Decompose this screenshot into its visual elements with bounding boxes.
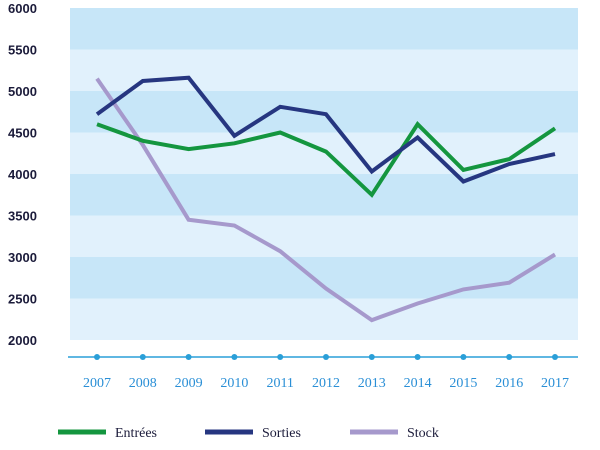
x-axis-marker <box>94 354 100 360</box>
x-axis-marker <box>323 354 329 360</box>
x-tick-label: 2009 <box>175 376 203 391</box>
x-axis-marker <box>368 354 375 360</box>
legend-label-stock: Stock <box>407 426 439 441</box>
y-tick-label: 4500 <box>8 126 37 141</box>
y-tick-label: 4000 <box>8 167 37 182</box>
x-axis-marker <box>506 354 513 360</box>
x-axis-marker <box>277 354 284 360</box>
grid-band <box>70 49 578 91</box>
y-tick-label: 3000 <box>8 250 37 265</box>
x-tick-label: 2013 <box>358 376 386 391</box>
x-tick-label: 2016 <box>495 376 523 391</box>
x-tick-label: 2008 <box>129 376 157 391</box>
x-tick-label: 2012 <box>312 376 340 391</box>
x-tick-label: 2015 <box>449 376 477 391</box>
series-line-sorties <box>95 75 556 184</box>
grid-band <box>70 91 578 133</box>
legend-label-sorties: Sorties <box>262 426 301 441</box>
grid-band <box>70 298 578 340</box>
x-axis-marker <box>231 354 238 360</box>
legend-item-sorties: Sorties <box>205 426 301 441</box>
x-tick-label: 2011 <box>266 376 293 391</box>
x-tick-label: 2010 <box>220 376 248 391</box>
y-tick-label: 6000 <box>8 1 37 16</box>
grid-band <box>70 8 578 50</box>
y-tick-label: 5000 <box>8 84 37 99</box>
grid-band <box>70 174 578 216</box>
y-axis-ticks: 2000 2500 3000 3500 4000 4500 5000 5500 6000 <box>8 1 37 348</box>
x-tick-label: 2007 <box>83 376 111 391</box>
y-tick-label: 3500 <box>8 209 37 224</box>
grid-band <box>70 257 578 299</box>
y-tick-label: 2000 <box>8 333 37 348</box>
grid-band <box>70 215 578 257</box>
x-axis-marker <box>414 354 421 360</box>
legend-label-entrees: Entrées <box>115 426 157 441</box>
chart-background-bands <box>70 8 578 340</box>
x-tick-label: 2017 <box>541 376 569 391</box>
x-axis-markers <box>94 354 558 360</box>
x-axis-marker <box>460 354 467 360</box>
legend: Entrées Sorties Stock <box>58 426 439 441</box>
x-tick-label: 2014 <box>404 376 432 391</box>
legend-item-stock: Stock <box>350 426 439 441</box>
x-axis-marker <box>552 354 558 360</box>
series-lines <box>95 75 557 323</box>
y-tick-label: 5500 <box>8 43 37 58</box>
y-tick-label: 2500 <box>8 292 37 307</box>
x-axis-ticks: 2007 2008 2009 2010 2011 2012 2013 2014 2015 2016… <box>83 376 569 391</box>
series-line-entrees <box>96 121 557 198</box>
series-line-stock <box>95 77 557 323</box>
x-axis-marker <box>185 354 192 360</box>
legend-item-entrees: Entrées <box>58 426 157 441</box>
x-axis-marker <box>139 354 146 360</box>
